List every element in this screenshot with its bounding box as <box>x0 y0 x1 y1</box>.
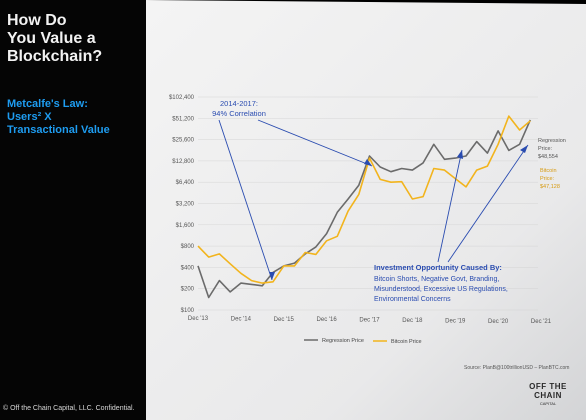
arrowhead <box>520 145 528 153</box>
y-tick-label: $400 <box>181 265 195 271</box>
legend-label-regression: Regression Price <box>322 338 364 344</box>
x-tick-label: Dec '17 <box>359 318 380 324</box>
bitcoin-end-label: Price: <box>540 176 555 182</box>
subtitle-line: Metcalfe's Law: <box>7 98 88 110</box>
slide-background <box>146 0 586 420</box>
subtitle-line: Transactional Value <box>7 124 110 136</box>
brand-logo: OFF THE CHAIN CAPITAL <box>522 382 574 406</box>
y-tick-label: $51,200 <box>172 116 194 122</box>
opportunity-callout-line: Environmental Concerns <box>374 296 451 303</box>
opportunity-callout-line: Misunderstood, Excessive US Regulations, <box>374 286 508 293</box>
slide-title-line: You Value a <box>7 30 96 47</box>
y-tick-label: $800 <box>181 244 195 250</box>
x-tick-label: Dec '21 <box>531 319 552 325</box>
opportunity-arrow <box>437 149 463 263</box>
x-tick-label: Dec '13 <box>188 316 209 322</box>
regression-price-line <box>197 119 532 299</box>
regression-end-label: Regression <box>538 138 566 144</box>
x-tick-label: Dec '16 <box>317 317 338 323</box>
slide-title-line: Blockchain? <box>7 48 103 65</box>
y-tick-label: $6,400 <box>176 180 195 186</box>
bitcoin-regression-chart: $102,400 $51,200 $25,600 $12,800 $6,400 $3,20… <box>169 95 569 371</box>
opportunity-callout-line: Bitcoin Shorts, Negative Govt, Branding, <box>374 276 499 283</box>
y-tick-label: $100 <box>181 308 195 314</box>
bitcoin-price-line <box>197 115 531 284</box>
brand-name: OFF THE CHAIN <box>529 382 567 400</box>
slide-title-line: How Do <box>7 12 67 29</box>
regression-end-label: Price: <box>538 146 553 152</box>
source-note: Source: PlanB@100trillionUSD – PlanBTC.c… <box>464 365 569 371</box>
confidential-footer: © Off the Chain Capital, LLC. Confidenti… <box>3 405 135 412</box>
y-tick-label: $12,800 <box>172 159 194 165</box>
arrowhead <box>269 272 275 280</box>
opportunity-arrow <box>447 144 529 263</box>
bitcoin-end-label: Bitcoin <box>540 168 557 174</box>
bitcoin-end-label: $47,128 <box>540 184 560 190</box>
x-tick-label: Dec '18 <box>402 318 423 324</box>
correlation-callout-line-2: 94% Correlation <box>212 109 266 118</box>
y-tick-label: $3,200 <box>176 202 195 208</box>
x-tick-label: Dec '14 <box>231 316 252 322</box>
x-tick-label: Dec '20 <box>488 319 509 325</box>
y-tick-label: $200 <box>181 287 195 293</box>
arrowhead <box>457 150 463 159</box>
projected-slide: $102,400 $51,200 $25,600 $12,800 $6,400 $3,20… <box>146 0 586 420</box>
y-tick-label: $1,600 <box>176 223 195 229</box>
left-panel: How Do You Value a Blockchain? Metcalfe'… <box>0 0 146 420</box>
brand-sub: CAPITAL <box>539 401 557 406</box>
correlation-arrow <box>218 119 273 281</box>
x-tick-label: Dec '15 <box>274 317 295 323</box>
opportunity-callout-title: Investment Opportunity Caused By: <box>374 263 502 272</box>
regression-end-label: $48,554 <box>538 154 558 160</box>
arrowhead <box>364 159 372 166</box>
correlation-callout-line-1: 2014-2017: <box>220 99 258 108</box>
legend-label-bitcoin: Bitcoin Price <box>391 339 422 345</box>
y-tick-label: $25,600 <box>172 138 194 144</box>
subtitle-line: Users² X <box>7 111 52 123</box>
y-tick-label: $102,400 <box>169 95 195 101</box>
x-tick-label: Dec '19 <box>445 318 466 324</box>
correlation-arrow <box>257 119 373 167</box>
